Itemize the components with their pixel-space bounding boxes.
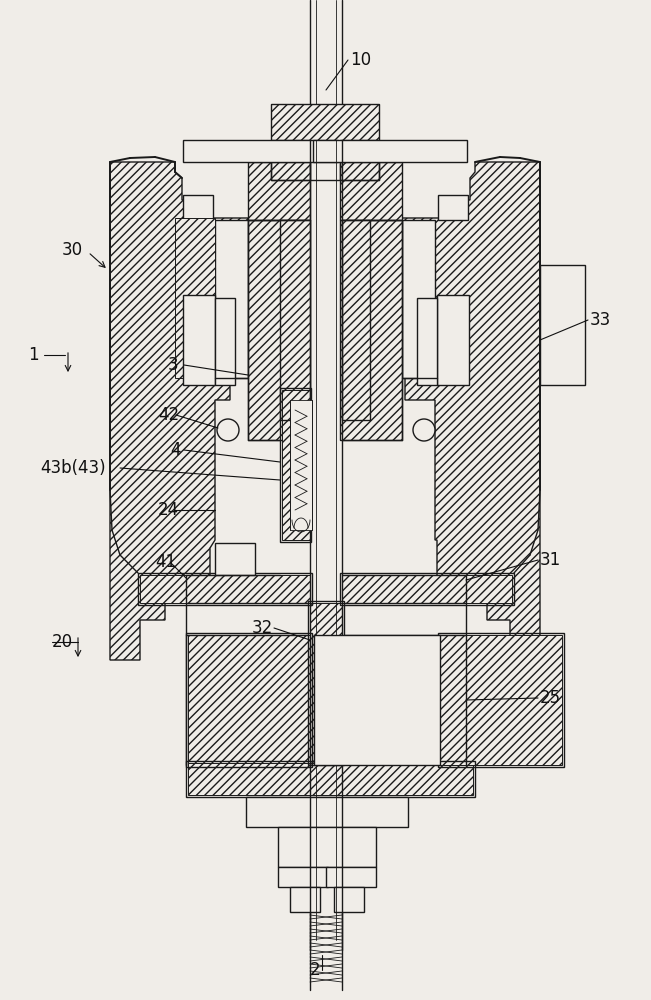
Bar (186, 633, 312, 767)
Circle shape (413, 419, 435, 441)
Bar (290, 887, 320, 912)
Text: 4: 4 (170, 441, 180, 459)
Bar (326, 867, 376, 887)
Bar (308, 601, 344, 765)
Bar (175, 218, 215, 378)
Bar (438, 633, 564, 767)
Bar (278, 827, 376, 867)
Bar (186, 761, 475, 797)
Bar (542, 267, 583, 383)
Bar (183, 295, 215, 385)
Bar (310, 603, 342, 763)
Bar (342, 575, 512, 603)
Bar (280, 829, 326, 865)
Bar (271, 104, 379, 180)
Bar (280, 220, 310, 420)
Bar (280, 220, 310, 420)
Bar (340, 220, 402, 440)
Text: 41: 41 (155, 553, 176, 571)
Text: 33: 33 (590, 311, 611, 329)
Text: 25: 25 (540, 689, 561, 707)
Bar (248, 162, 310, 220)
Bar (138, 573, 312, 605)
Bar (140, 575, 310, 603)
Bar (340, 220, 402, 440)
Text: 1: 1 (28, 346, 38, 364)
Bar (282, 390, 310, 540)
Text: 32: 32 (252, 619, 273, 637)
Text: 24: 24 (158, 501, 179, 519)
Bar (271, 142, 310, 180)
Bar (344, 799, 406, 825)
Bar (342, 220, 370, 420)
Text: 20: 20 (52, 633, 73, 651)
Bar (248, 220, 310, 440)
Bar (340, 142, 379, 180)
Bar (215, 543, 255, 575)
Bar (280, 388, 311, 542)
Polygon shape (400, 162, 540, 660)
Bar (340, 140, 379, 180)
Bar (217, 545, 253, 573)
Bar (271, 140, 310, 180)
Bar (440, 635, 562, 765)
Bar (271, 104, 379, 142)
Text: 42: 42 (158, 406, 179, 424)
Bar (248, 220, 310, 440)
Bar (188, 763, 473, 795)
Bar (402, 220, 435, 378)
Bar (278, 867, 328, 887)
Bar (183, 195, 213, 220)
Bar (342, 220, 370, 420)
Text: 31: 31 (540, 551, 561, 569)
Bar (188, 635, 310, 765)
Bar (248, 162, 310, 220)
Text: 30: 30 (62, 241, 83, 259)
Bar (340, 162, 402, 220)
Bar (246, 797, 408, 827)
Bar (438, 195, 468, 220)
Bar (183, 140, 338, 162)
Circle shape (217, 419, 239, 441)
Bar (215, 298, 235, 385)
Bar (248, 799, 310, 825)
Text: 10: 10 (350, 51, 371, 69)
Bar (314, 635, 440, 765)
Text: 43b(43): 43b(43) (40, 459, 105, 477)
Bar (215, 220, 248, 378)
Bar (334, 887, 364, 912)
Bar (437, 295, 469, 385)
Text: 3: 3 (168, 356, 178, 374)
Bar (417, 298, 437, 385)
Text: 2: 2 (310, 961, 321, 979)
Polygon shape (110, 162, 248, 660)
Bar (290, 400, 312, 530)
Bar (540, 265, 585, 385)
Bar (313, 140, 467, 162)
Bar (340, 162, 402, 220)
Bar (340, 573, 514, 605)
